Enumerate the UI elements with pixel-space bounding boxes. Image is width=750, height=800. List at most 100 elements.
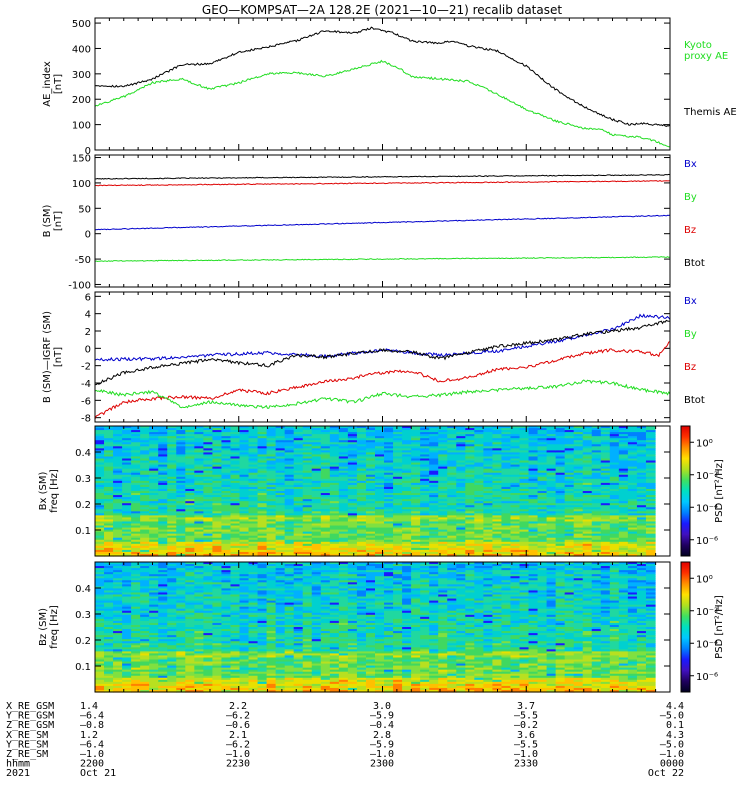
- spectrogram-cell: [158, 527, 168, 531]
- spectrogram-cell: [95, 582, 105, 585]
- spectrogram-cell: [618, 472, 629, 476]
- spectrogram-cell: [167, 643, 177, 646]
- spectrogram-cell: [329, 470, 340, 474]
- spectrogram-cell: [104, 608, 114, 612]
- spectrogram-cell: [618, 517, 629, 521]
- spectrogram-cell: [582, 488, 593, 492]
- spectrogram-cell: [131, 519, 141, 523]
- spectrogram-cell: [384, 553, 394, 557]
- spectrogram-cell: [239, 549, 250, 553]
- spectrogram-cell: [501, 537, 512, 541]
- spectrogram-cell: [411, 454, 421, 458]
- spectrogram-cell: [248, 474, 259, 478]
- spectrogram-cell: [131, 430, 141, 433]
- spectrogram-cell: [429, 468, 439, 472]
- spectrogram-cell: [636, 476, 647, 480]
- spectrogram-cell: [582, 551, 593, 555]
- spectrogram-cell: [203, 436, 214, 439]
- spectrogram-cell: [519, 452, 530, 456]
- spectrogram-cell: [555, 488, 566, 492]
- spectrogram-cell: [537, 529, 548, 533]
- spectrogram-cell: [329, 476, 340, 480]
- spectrogram-cell: [140, 428, 150, 431]
- spectrogram-cell: [474, 488, 484, 492]
- spectrogram-cell: [248, 448, 259, 451]
- spectrogram-cell: [275, 426, 286, 429]
- spectrogram-cell: [284, 543, 295, 547]
- spectrogram-cell: [149, 620, 159, 624]
- spectrogram-cell: [591, 448, 602, 451]
- spectrogram-cell: [573, 507, 584, 510]
- spectrogram-cell: [266, 476, 277, 480]
- spectrogram-cell: [528, 541, 539, 545]
- spectrogram-cell: [474, 452, 484, 456]
- spectrogram-cell: [447, 551, 457, 555]
- spectrogram-cell: [212, 444, 223, 447]
- spectrogram-cell: [122, 667, 132, 671]
- spectrogram-cell: [591, 517, 602, 521]
- spectrogram-cell: [122, 618, 132, 622]
- spectrogram-cell: [474, 551, 484, 555]
- spectrogram-cell: [438, 491, 448, 494]
- spectrogram-cell: [113, 641, 123, 644]
- spectrogram-cell: [329, 499, 340, 502]
- spectrogram-cell: [438, 547, 448, 551]
- spectrogram-cell: [122, 653, 132, 657]
- spectrogram-cell: [185, 428, 195, 431]
- spectrogram-cell: [555, 454, 566, 458]
- spectrogram-cell: [293, 537, 304, 541]
- spectrogram-cell: [149, 649, 159, 652]
- spectrogram-cell: [167, 629, 177, 632]
- spectrogram-cell: [311, 486, 322, 490]
- spectrogram-cell: [95, 448, 105, 451]
- spectrogram-cell: [149, 610, 159, 614]
- spectrogram-cell: [131, 610, 141, 614]
- y-axis-label: B (SM)—IGRF (SM): [42, 311, 53, 403]
- spectrogram-cell: [149, 655, 159, 659]
- spectrogram-cell: [591, 505, 602, 508]
- spectrogram-cell: [501, 454, 512, 458]
- spectrogram-cell: [519, 476, 530, 480]
- spectrogram-cell: [95, 517, 105, 521]
- spectrogram-cell: [347, 539, 358, 543]
- spectrogram-cell: [158, 588, 168, 592]
- spectrogram-cell: [95, 683, 105, 687]
- spectrogram-cell: [618, 442, 629, 445]
- spectrogram-cell: [474, 450, 484, 454]
- y-tick-label: 500: [72, 19, 91, 30]
- spectrogram-cell: [329, 446, 340, 449]
- spectrogram-cell: [365, 523, 376, 527]
- spectrogram-cell: [474, 519, 484, 523]
- spectrogram-cell: [167, 616, 177, 620]
- spectrogram-cell: [230, 450, 241, 454]
- spectrogram-cell: [275, 493, 286, 496]
- spectrogram-cell: [384, 513, 394, 516]
- spectrogram-cell: [591, 527, 602, 531]
- spectrogram-cell: [402, 442, 412, 445]
- spectrogram-cell: [393, 547, 403, 551]
- spectrogram-cell: [356, 476, 367, 480]
- spectrogram-cell: [113, 448, 123, 451]
- spectrogram-cell: [564, 539, 575, 543]
- spectrogram-cell: [365, 446, 376, 449]
- spectrogram-cell: [104, 529, 114, 533]
- spectrogram-cell: [212, 432, 223, 435]
- spectrogram-cell: [113, 527, 123, 531]
- spectrogram-cell: [167, 614, 177, 618]
- spectrogram-cell: [627, 450, 638, 454]
- spectrogram-cell: [474, 458, 484, 462]
- spectrogram-cell: [537, 493, 548, 496]
- spectrogram-cell: [555, 426, 566, 429]
- spectrogram-cell: [564, 434, 575, 437]
- spectrogram-cell: [122, 665, 132, 669]
- spectrogram-cell: [167, 515, 177, 519]
- spectrogram-cell: [375, 446, 385, 449]
- spectrogram-cell: [302, 456, 313, 460]
- spectrogram-cell: [167, 474, 177, 478]
- spectrogram-cell: [483, 480, 494, 484]
- spectrogram-cell: [113, 588, 123, 592]
- spectrogram-cell: [203, 539, 214, 543]
- spectrogram-cell: [356, 488, 367, 492]
- spectrogram-cell: [239, 480, 250, 484]
- spectrogram-cell: [167, 458, 177, 462]
